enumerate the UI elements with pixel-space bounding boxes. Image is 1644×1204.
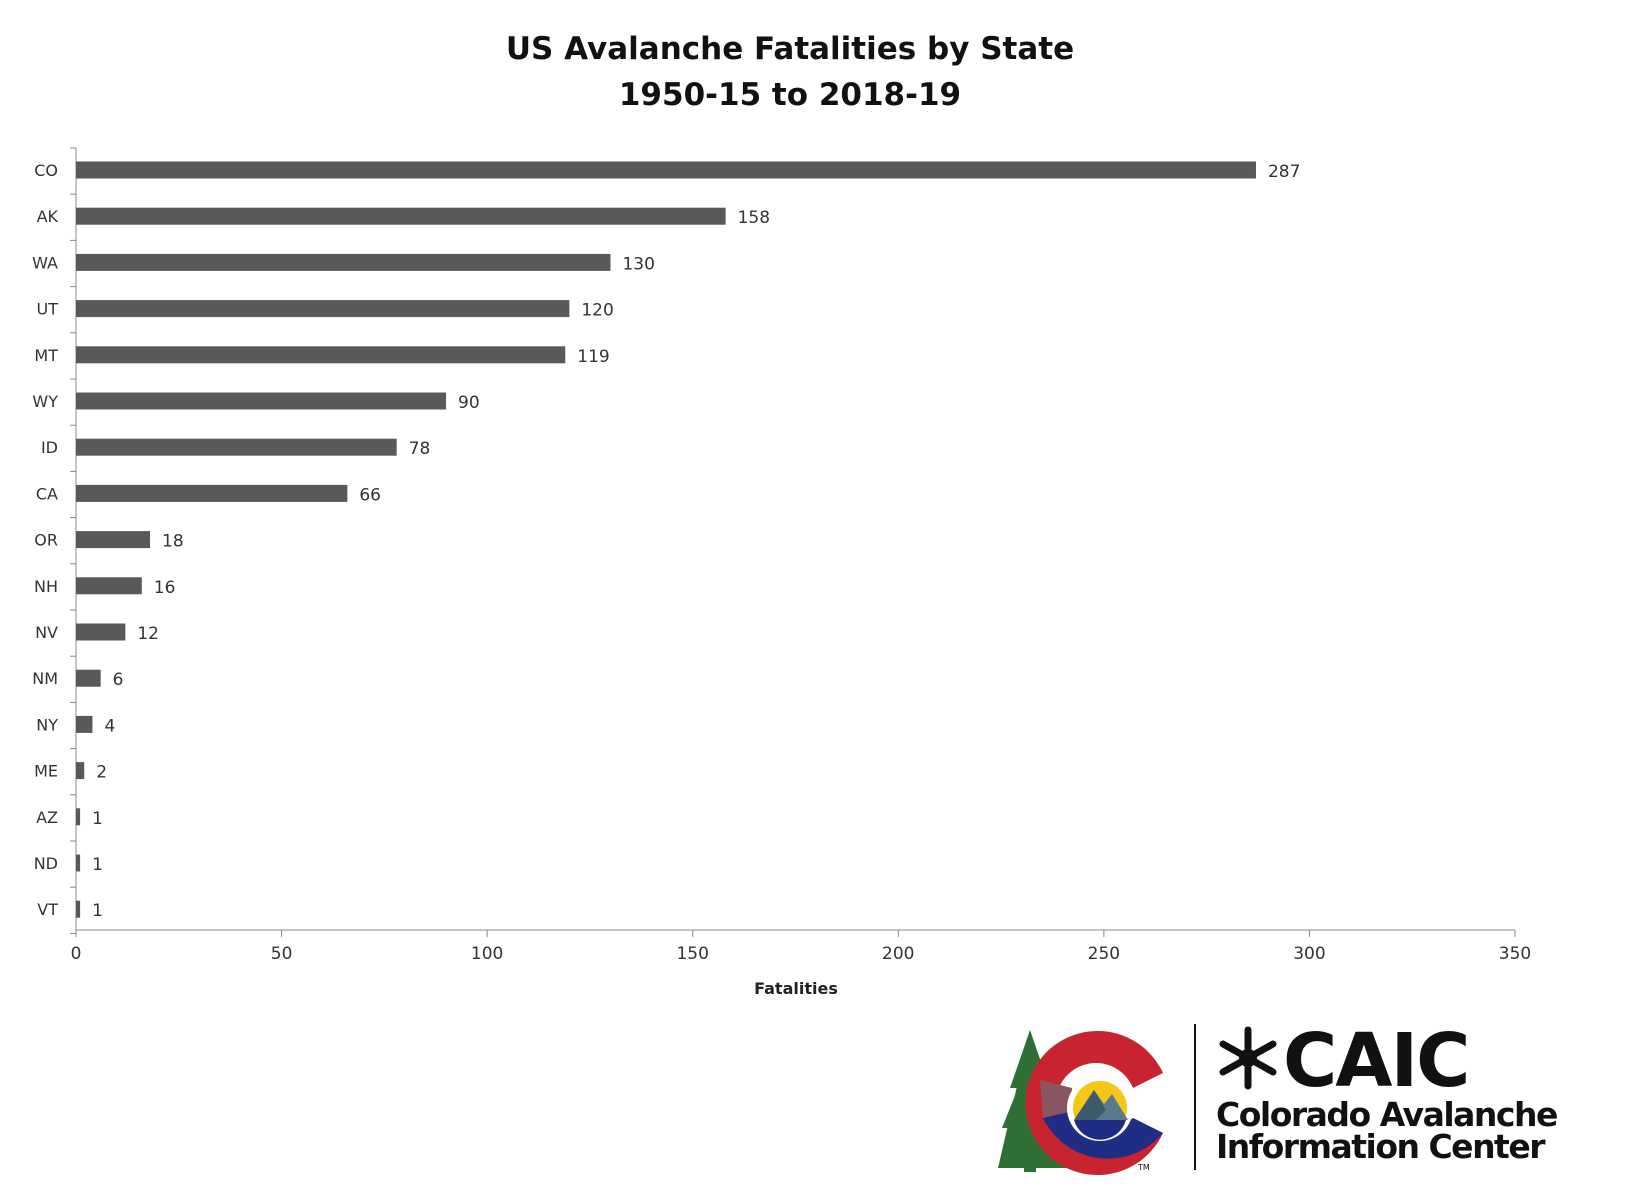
data-label: 18	[162, 532, 184, 552]
data-label: 120	[581, 301, 613, 321]
x-tick-label: 300	[1293, 944, 1325, 964]
bar-chart: 0 50 100 150 200 250 300 350 Fatalities CO 287 AK 15…	[32, 147, 1531, 998]
y-tick-label: OR	[34, 531, 58, 550]
y-tick-label: WA	[32, 253, 58, 272]
data-label: 158	[738, 208, 770, 228]
x-axis-title: Fatalities	[754, 979, 838, 998]
x-tick-label: 350	[1499, 944, 1531, 964]
x-tick-label: 250	[1088, 944, 1120, 964]
data-label: 1	[92, 901, 103, 921]
bar-id	[76, 438, 397, 456]
bar-nm	[76, 669, 101, 687]
chart-title-line: US Avalanche Fatalities by State	[505, 31, 1075, 67]
bar-me	[76, 762, 85, 780]
y-tick-label: NY	[36, 715, 58, 734]
bar-wa	[76, 253, 611, 271]
x-tick-label: 50	[271, 944, 293, 964]
y-tick-label: AK	[37, 207, 59, 226]
bar-ak	[76, 207, 726, 225]
colorado-c-icon: TM	[1025, 1031, 1163, 1175]
bar-ut	[76, 300, 570, 318]
data-label: 6	[113, 670, 124, 690]
y-tick-label: ID	[41, 438, 58, 457]
y-tick-label: NH	[34, 577, 58, 596]
bar-az	[76, 808, 81, 826]
data-label: 66	[359, 485, 381, 505]
y-tick-label: CO	[34, 161, 58, 180]
data-label: 130	[622, 254, 654, 274]
bar-mt	[76, 346, 566, 364]
bar-ca	[76, 484, 348, 502]
data-label: 1	[92, 855, 103, 875]
data-label: 119	[577, 347, 609, 367]
x-tick-label: 0	[71, 944, 82, 964]
chart-title: US Avalanche Fatalities by State 1950-15…	[0, 26, 1580, 118]
data-label: 12	[137, 624, 159, 644]
bar-ny	[76, 715, 93, 733]
bar-nv	[76, 623, 126, 641]
y-tick-label: NV	[35, 623, 58, 642]
logo-name-line1: Colorado Avalanche	[1216, 1095, 1557, 1134]
y-tick-label: AZ	[36, 808, 58, 827]
plot-area: 0 50 100 150 200 250 300 350 Fatalities CO 287 AK 15…	[32, 147, 1531, 998]
y-tick-label: ND	[34, 854, 58, 873]
bar-or	[76, 531, 151, 549]
x-tick-label: 200	[882, 944, 914, 964]
y-tick-label: WY	[32, 392, 58, 411]
x-tick-label: 150	[676, 944, 708, 964]
y-tick-label: NM	[32, 669, 58, 688]
bar-wy	[76, 392, 447, 410]
data-label: 16	[154, 578, 176, 598]
x-tick-label: 100	[471, 944, 503, 964]
data-label: 2	[96, 763, 107, 783]
y-tick-label: MT	[34, 346, 58, 365]
bar-vt	[76, 900, 81, 918]
y-tick-label: CA	[36, 484, 58, 503]
logo-acronym: CAIC	[1283, 1018, 1468, 1104]
data-label: 287	[1268, 162, 1300, 182]
data-label: 1	[92, 809, 103, 829]
logo-name-line2: Information Center	[1216, 1127, 1546, 1166]
trademark-mark: TM	[1137, 1163, 1150, 1172]
y-tick-label: VT	[37, 900, 58, 919]
y-tick-label: UT	[37, 300, 59, 319]
bar-co	[76, 161, 1256, 179]
data-label: 4	[104, 716, 115, 736]
y-tick-label: ME	[34, 762, 58, 781]
caic-logo: TM CAIC Colorado Avalanche Information C…	[998, 1018, 1558, 1175]
bar-nd	[76, 854, 81, 872]
data-label: 78	[409, 439, 431, 459]
chart-subtitle: 1950-15 to 2018-19	[618, 77, 962, 113]
snowflake-icon	[1219, 1026, 1277, 1090]
bar-nh	[76, 577, 142, 595]
data-label: 90	[458, 393, 480, 413]
